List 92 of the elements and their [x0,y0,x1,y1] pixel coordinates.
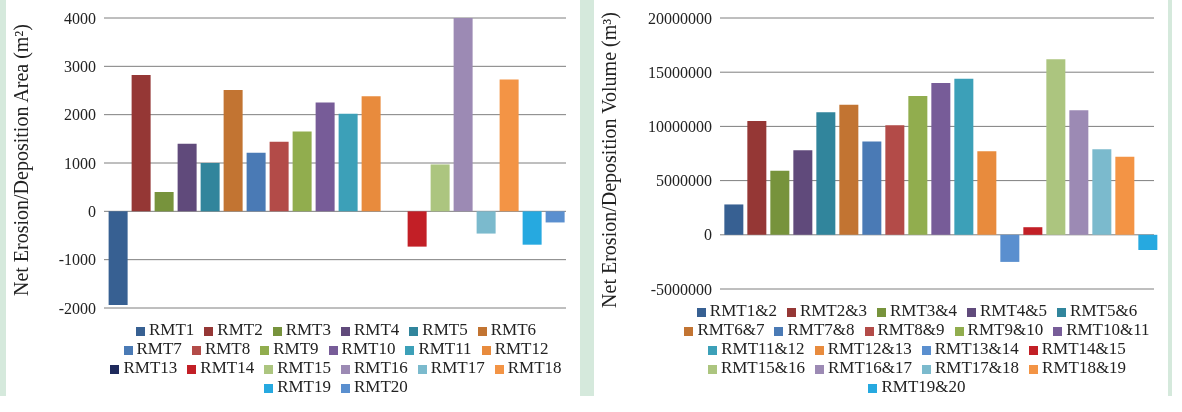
bar [499,79,519,212]
bar [885,125,905,235]
legend-label: RMT10&11 [1066,320,1150,339]
bar [476,211,496,234]
bar [1023,227,1043,235]
bar [430,164,450,212]
legend-label: RMT3 [285,320,331,339]
legend-label: RMT15&16 [720,358,805,377]
y-tick-label: -5000000 [650,280,712,298]
legend-label: RMT8 [204,339,251,358]
bar [770,170,790,235]
legend-label: RMT18&19 [1042,358,1127,377]
legend-label: RMT13&14 [934,339,1019,358]
bar [338,113,358,212]
y-tick-label: 15000000 [648,63,712,81]
legend-label: RMT12 [494,339,549,358]
y-tick-label: 0 [88,203,96,221]
y-tick-label: 20000000 [648,9,712,27]
bar [931,83,951,235]
bar [361,96,381,212]
legend-label: RMT9&10 [967,320,1044,339]
y-axis-title: Net Erosion/Deposition Area (m²) [10,22,32,299]
bar [223,90,243,212]
y-tick-label: -2000 [58,299,96,317]
bar [724,204,744,235]
legend-label: RMT3&4 [889,301,958,320]
legend-label: RMT4 [354,320,400,339]
bar [862,141,882,235]
legend-label: RMT15 [277,358,331,377]
legend-label: RMT1&2 [709,301,777,320]
legend-label: RMT2 [217,320,263,339]
bar [793,150,813,235]
bar [315,102,335,212]
legend-label: RMT5 [422,320,468,339]
y-tick-label: 3000 [64,58,96,76]
bar [200,163,220,212]
legend-label: RMT14&15 [1041,339,1126,358]
bar [246,152,266,212]
bar [154,192,174,212]
legend-label: RMT5&6 [1070,301,1138,320]
y-tick-label: 1000 [64,154,96,172]
y-axis-title: Net Erosion/Deposition Volume (m³) [598,11,620,310]
legend-label: RMT6&7 [697,320,765,339]
legend-label: RMT11&12 [721,339,805,358]
bar [954,78,974,235]
bar [522,211,542,245]
legend-label: RMT7 [136,339,182,358]
bar [1138,234,1158,250]
bar [1046,59,1066,235]
bar [1069,110,1089,235]
bar [1000,234,1020,262]
bar [407,211,427,247]
y-tick-label: 2000 [64,106,96,124]
legend-label: RMT11 [418,339,472,358]
bar [1115,156,1135,235]
legend-label: RMT6 [490,320,537,339]
legend-label: RMT8&9 [877,320,945,339]
legend-label: RMT19&20 [881,377,966,396]
legend-label: RMT17&18 [935,358,1020,377]
legend-label: RMT16 [354,358,408,377]
y-tick-label: 4000 [64,9,96,27]
legend-label: RMT13 [123,358,178,377]
legend-label: RMT9 [273,339,319,358]
legend-label: RMT16&17 [827,358,912,377]
bar [839,104,859,235]
legend-label: RMT7&8 [787,320,855,339]
bar [747,120,767,235]
legend-label: RMT19 [277,377,331,396]
legend-label: RMT10 [341,339,396,358]
bar [1092,149,1112,235]
legend-label: RMT18 [507,358,562,377]
bar [977,151,997,235]
y-tick-label: 5000000 [656,172,712,190]
bar [269,141,289,212]
bar [292,131,312,212]
legend-label: RMT4&5 [980,301,1048,320]
bar [108,211,128,306]
y-tick-label: -1000 [58,251,96,269]
bar [453,18,473,212]
legend-label: RMT1 [148,320,195,339]
y-tick-label: 0 [704,226,712,244]
legend-label: RMT14 [200,358,255,377]
bar [131,75,151,212]
bar [908,96,928,235]
bar [545,211,565,223]
bar [816,112,836,235]
y-tick-label: 10000000 [648,118,712,136]
legend-label: RMT20 [354,377,408,396]
legend-label: RMT2&3 [799,301,867,320]
legend-label: RMT17 [430,358,485,377]
bar [177,143,197,212]
legend-label: RMT12&13 [827,339,912,358]
